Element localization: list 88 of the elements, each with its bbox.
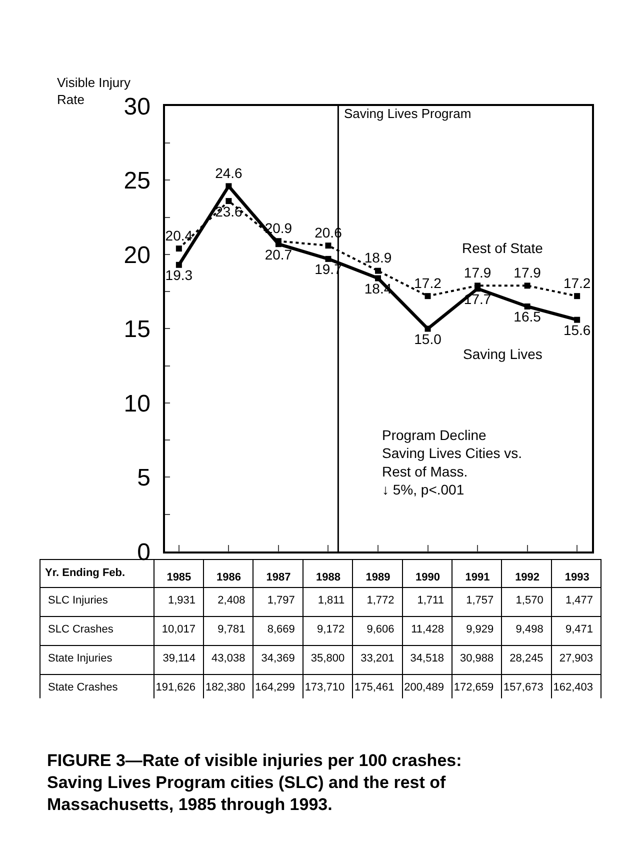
point [275,241,282,248]
text: 1,797 [267,594,295,606]
x-tick-label: 1988 [316,571,340,584]
x-tick-label: 1993 [564,571,590,584]
text: 1,772 [366,594,394,606]
x-tick-label: 1991 [465,571,490,584]
text: 191,626 [156,682,196,694]
text: Saving Lives [463,346,542,362]
text: 1,757 [466,594,494,606]
point [424,293,431,300]
data-label: 23.6 [215,203,243,220]
data-label: 18.9 [364,250,392,266]
text: 157,673 [504,682,544,694]
point [424,326,431,332]
text: State Crashes [48,682,118,694]
text: 9,929 [466,624,494,636]
x-tick-label: 1990 [416,571,440,584]
point [574,293,580,300]
data-label: 17.2 [414,274,442,291]
text: 9,471 [565,624,593,636]
text: 10,017 [162,624,196,636]
x-axis-title: Yr. Ending Feb. [45,567,126,579]
x-tick-label: 1987 [266,571,291,584]
text: 164,299 [255,682,295,694]
y-tick-label: 25 [124,168,150,195]
point [176,262,182,268]
text: 11,428 [411,624,444,636]
text: 173,710 [304,682,345,694]
data-label: 15.6 [563,322,591,338]
text: 34,369 [261,652,295,664]
text: 200,489 [404,682,444,694]
annotation: Program Decline Saving Lives Cities vs. Rest of Mass. ↓ 5%, p<.001 [382,427,522,498]
text: 39,114 [162,652,196,664]
point [325,242,332,249]
data-label: 16.5 [514,308,542,325]
text: 182,380 [205,682,246,694]
text: Rest of State [462,240,544,256]
text: 1,711 [417,594,444,606]
text: 162,403 [553,682,593,694]
text: 172,659 [454,682,494,694]
x-tick-label: 1989 [366,571,390,584]
text: 1,811 [318,594,345,606]
text: 30,988 [460,652,494,664]
text: SLC Crashes [48,624,114,636]
text: 28,245 [510,652,544,664]
y-tick-label: 20 [124,242,150,269]
y-tick-label: 5 [137,464,150,492]
text: 43,038 [212,652,246,664]
text: 2,408 [218,594,246,606]
x-tick-label: 1985 [166,571,192,584]
data-label: 17.9 [514,264,542,280]
text: 33,201 [360,652,394,664]
text: 9,781 [218,624,246,636]
data-label: 15.0 [414,330,442,347]
text: FIGURE 3—Rate of visible injuries per 100 crashes: Saving Lives Program cities (SLC) and the rest of Massachusetts, 1985 through 1993. [47,751,462,814]
text: 9,606 [366,624,394,636]
data-label: 24.6 [215,164,243,181]
point [524,303,530,310]
text: 27,903 [559,652,593,664]
x-tick-label: 1992 [515,571,540,584]
point [375,275,381,282]
text: 9,172 [317,624,345,636]
text: 34,518 [410,652,444,664]
point [226,198,232,204]
text: 175,461 [354,682,394,694]
x-tick-label: 1986 [216,571,241,584]
data-label: 19.3 [165,267,193,284]
data-label: 17.2 [563,274,591,291]
y-tick-label: 15 [124,316,150,344]
point [325,256,332,262]
text: SLC Injuries [48,594,108,606]
point [524,282,530,289]
y-tick-label: 10 [124,390,150,418]
data-label: 20.4 [165,227,193,244]
data-label: 20.7 [264,246,292,262]
ref-line-label: Saving Lives Program [344,106,472,121]
text: 8,669 [267,624,295,636]
text: State Injuries [48,652,113,664]
text: 35,800 [310,652,345,664]
point [375,268,381,274]
point [176,246,182,252]
text: 1,477 [565,594,593,606]
data-label: 17.9 [464,264,492,280]
text: 9,498 [516,624,544,636]
point [226,183,232,190]
text: 1,570 [516,594,544,606]
point [574,316,580,323]
text: 1,931 [168,594,196,606]
